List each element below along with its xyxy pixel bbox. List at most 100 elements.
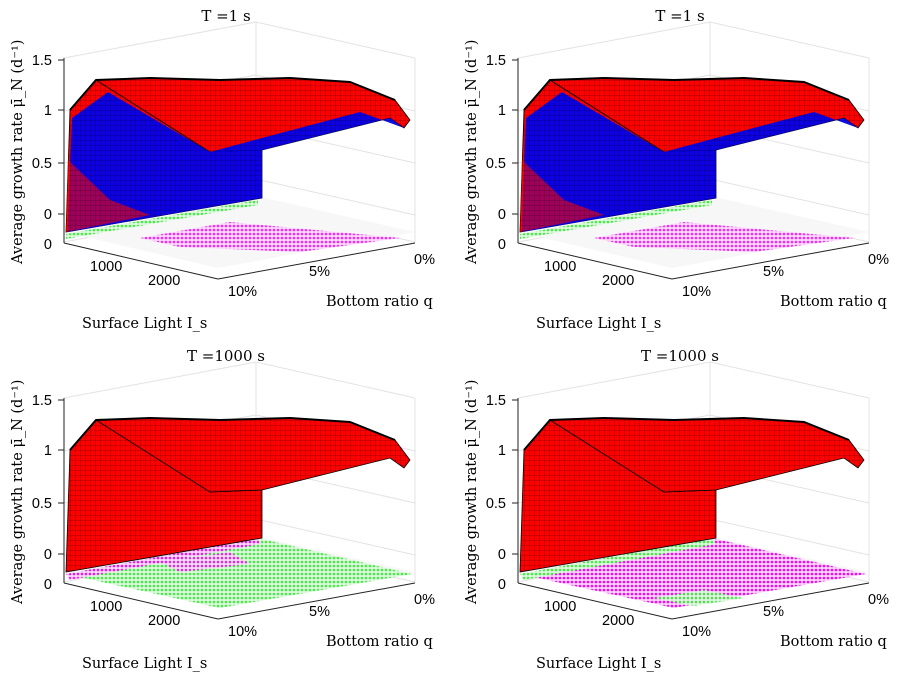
floor-markers [64,196,415,268]
x-axis-line [517,582,673,620]
gridline [517,21,870,59]
magenta-marker-band [594,222,854,252]
z-axis-label: Average growth rate μ̄_N (d⁻¹) [10,380,26,605]
y-tick-label: 10% [682,624,711,640]
z-tick-label: 0 [498,547,506,563]
z-tick-label: 0 [498,207,506,223]
y-tick-label: 0% [414,252,435,268]
x-tick-label: 2000 [602,273,634,289]
chart-panel-3: T =1000 s 1.5 1 0.5 0 0 1000 2000 10% 5% 0% Average… [10,347,435,672]
chart-title: T =1 s [655,7,704,25]
y-tick-label: 10% [682,284,711,300]
surface-crest [523,416,850,451]
y-axis-line [671,242,870,280]
green-marker-field [66,538,412,608]
chart-panel-2: T =1 s 1.5 1 0.5 0 0 1000 2000 10% 5% 0% Average gr… [464,7,889,332]
surface-red-fringe [520,160,604,232]
x-tick-label: 2000 [148,613,180,629]
floor-markers [518,196,869,268]
surface-red-fringe [66,160,150,232]
y-tick-label: 5% [309,604,330,620]
gridline [63,21,416,59]
green-marker-band [520,200,712,239]
chart-panel-1: T =1 s 1.5 1 0.5 0 0 1000 2000 10% 5% 0% Average gr… [10,7,435,332]
x-axis-line [63,242,219,280]
y-tick-label: 5% [763,604,784,620]
x-tick-label: 1000 [544,259,576,275]
x-axis-label: Surface Light I_s [536,316,661,332]
z-tick-label: 0 [44,547,52,563]
z-tick-label: 1.5 [486,53,506,69]
x-tick-label: 2000 [602,613,634,629]
z-tick-label: 1 [44,103,52,119]
gridline [63,361,416,399]
z-axis-label: Average growth rate μ̄_N (d⁻¹) [464,40,480,265]
green-marker-band [66,200,258,239]
x-axis-label: Surface Light I_s [82,656,207,672]
y-tick-label: 0% [414,592,435,608]
surface [65,416,411,573]
z-axis-label: Average growth rate μ̄_N (d⁻¹) [464,380,480,605]
z-base-tick-label: 0 [498,577,506,593]
x-tick-label: 1000 [544,599,576,615]
y-tick-label: 10% [228,284,257,300]
surface-crest [523,76,850,111]
z-base-tick-label: 0 [44,577,52,593]
x-axis-line [63,582,219,620]
x-tick-label: 2000 [148,273,180,289]
y-tick-label: 0% [868,252,889,268]
z-tick-label: 1 [44,443,52,459]
y-axis-label: Bottom ratio q [780,294,887,310]
z-tick-label: 1.5 [486,393,506,409]
axes [517,58,870,280]
magenta-marker-patch [66,538,260,580]
y-tick-label: 5% [763,264,784,280]
floor-markers [518,536,869,608]
x-tick-label: 1000 [90,259,122,275]
surface-blue-region [522,92,716,232]
magenta-marker-field [520,538,866,608]
surface-crest [69,76,396,111]
y-axis-line [217,582,416,620]
chart-panel-4: T =1000 s 1.5 1 0.5 0 0 1000 2000 10% 5% 0% Average… [464,347,889,672]
y-axis-line [671,582,870,620]
x-axis-line [517,242,673,280]
y-axis-label: Bottom ratio q [326,294,433,310]
y-axis-line [217,242,416,280]
green-marker-patch [654,590,744,606]
chart-title: T =1000 s [187,347,265,365]
gridline [517,361,870,399]
x-axis-label: Surface Light I_s [82,316,207,332]
y-tick-label: 10% [228,624,257,640]
y-axis-label: Bottom ratio q [326,634,433,650]
z-tick-label: 1.5 [32,53,52,69]
y-axis-label: Bottom ratio q [780,634,887,650]
z-tick-label: 0 [44,207,52,223]
surface [65,76,411,233]
y-tick-label: 5% [309,264,330,280]
surface [519,416,865,573]
z-tick-label: 0.5 [32,496,52,512]
surface-crest [69,416,396,451]
x-tick-label: 1000 [90,599,122,615]
z-tick-label: 1 [498,103,506,119]
z-tick-label: 0.5 [32,156,52,172]
axes [63,398,416,620]
z-base-tick-label: 0 [498,237,506,253]
axes [517,398,870,620]
x-axis-label: Surface Light I_s [536,656,661,672]
z-tick-label: 1.5 [32,393,52,409]
z-tick-label: 0.5 [486,156,506,172]
magenta-marker-band [140,222,400,252]
chart-title: T =1 s [201,7,250,25]
green-marker-band [520,538,716,580]
surface-blue-strip [210,112,404,152]
z-axis-label: Average growth rate μ̄_N (d⁻¹) [10,40,26,265]
z-base-tick-label: 0 [44,237,52,253]
surface [519,76,865,233]
axes [63,58,416,280]
magenta-marker-patch [160,552,250,572]
surface-blue-region [68,92,262,232]
chart-title: T =1000 s [641,347,719,365]
